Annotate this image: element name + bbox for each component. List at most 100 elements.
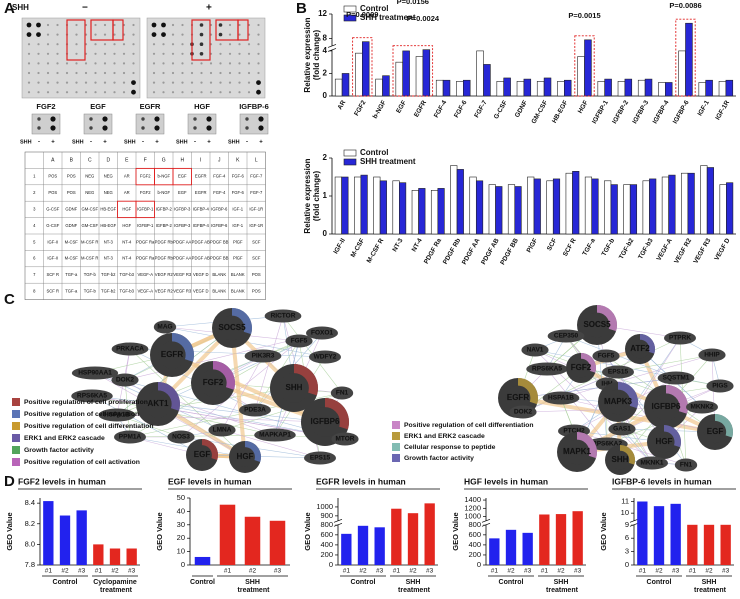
x-tick-label: PDGF AB bbox=[480, 237, 501, 266]
bar bbox=[495, 186, 503, 235]
x-tick-label: #1 bbox=[45, 568, 53, 575]
legend-label: SHH treatment bbox=[360, 13, 416, 22]
bar bbox=[565, 172, 573, 235]
array-spot bbox=[209, 62, 213, 65]
array-spot bbox=[171, 23, 175, 27]
array-spot bbox=[200, 62, 203, 65]
x-tick-label: IGF-1R bbox=[714, 99, 731, 121]
x-tick-label: PDGF AA bbox=[461, 237, 482, 266]
x-tick-label: #3 bbox=[274, 568, 282, 575]
array-spot bbox=[219, 91, 222, 94]
bar bbox=[59, 515, 71, 565]
blot-spot bbox=[50, 116, 56, 122]
blot-sign: - bbox=[142, 140, 144, 146]
bar bbox=[700, 165, 708, 235]
blot-sign: SHH bbox=[20, 139, 32, 145]
x-tick-label: FGF2 bbox=[353, 99, 368, 117]
x-tick-label: #1 bbox=[95, 568, 103, 575]
blot-spot bbox=[258, 116, 264, 122]
network-node bbox=[657, 371, 695, 385]
x-tick-label: TGF-b3 bbox=[637, 237, 655, 261]
y-tick-label: 0 bbox=[625, 560, 629, 569]
table-header: L bbox=[255, 158, 258, 164]
x-tick-label: #2 bbox=[111, 568, 119, 575]
y-axis-label: Relative expression bbox=[303, 158, 312, 233]
array-spot bbox=[122, 52, 126, 55]
group-label-line: treatment bbox=[692, 587, 727, 594]
table-cell: POS bbox=[67, 174, 76, 179]
y-tick-label: 0 bbox=[323, 91, 328, 100]
array-spot bbox=[113, 91, 116, 94]
node-label: IHH bbox=[601, 381, 613, 388]
network-edge bbox=[129, 436, 246, 458]
table-cell: POS bbox=[252, 272, 261, 277]
network-node bbox=[71, 389, 113, 403]
table-border bbox=[24, 151, 266, 300]
bar bbox=[422, 49, 431, 97]
array-spot bbox=[171, 91, 175, 94]
p-value: P=0.0015 bbox=[568, 11, 600, 20]
bar bbox=[109, 548, 121, 565]
node-label: FGF5 bbox=[598, 353, 615, 360]
x-tick-label: IGF-1 bbox=[697, 99, 712, 117]
array-spot bbox=[113, 23, 116, 27]
x-tick-label: IGF-II bbox=[332, 237, 346, 255]
node-label: EGFR bbox=[161, 350, 183, 359]
network-node bbox=[71, 366, 119, 380]
blot-spot bbox=[245, 126, 249, 130]
y-tick-label: 7.8 bbox=[25, 560, 35, 569]
x-tick-label: SCF R bbox=[562, 237, 578, 258]
array-spot bbox=[257, 23, 260, 27]
blot-image bbox=[239, 113, 269, 135]
axis-break bbox=[333, 518, 343, 523]
x-tick-label: PDGF BB bbox=[499, 237, 520, 266]
table-cell: G-CSF bbox=[46, 223, 59, 228]
bar bbox=[706, 167, 714, 235]
y-tick-label: 9 bbox=[625, 520, 629, 529]
table-header: H bbox=[180, 158, 184, 164]
network-node-core bbox=[653, 431, 675, 453]
group-label: Control bbox=[499, 579, 524, 586]
array-spot bbox=[238, 71, 241, 75]
y-tick-label: 2 bbox=[323, 69, 328, 78]
legend-label: Control bbox=[360, 148, 388, 157]
table-header: K bbox=[236, 158, 240, 164]
group-label-line: treatment bbox=[236, 587, 271, 594]
array-spot bbox=[238, 62, 241, 65]
highlight-box bbox=[352, 37, 373, 97]
x-tick-label: VEGF D bbox=[713, 237, 731, 262]
bar bbox=[577, 56, 585, 97]
blot-sign: + bbox=[51, 140, 55, 146]
array-spot bbox=[26, 22, 32, 28]
blot-sign: SHH bbox=[176, 139, 188, 145]
array-spot bbox=[103, 43, 107, 46]
bar bbox=[720, 524, 731, 565]
array-spot bbox=[46, 33, 50, 36]
array-spot bbox=[152, 52, 156, 55]
table-cell: SCF R bbox=[46, 289, 59, 294]
y-tick-label: 0 bbox=[181, 560, 185, 569]
table-cell: PDGF AA bbox=[173, 239, 191, 244]
network-node-core bbox=[564, 439, 590, 465]
node-label: AKT1 bbox=[148, 399, 169, 408]
x-tick-label: #2 bbox=[705, 568, 713, 575]
network-edge bbox=[129, 434, 276, 438]
y-tick-label: 30 bbox=[177, 520, 185, 529]
node-label: FN1 bbox=[336, 390, 349, 397]
array-spot bbox=[228, 23, 232, 27]
table-cell: PlGF bbox=[233, 239, 243, 244]
array-spot bbox=[161, 22, 166, 28]
table-header: J bbox=[218, 158, 221, 164]
bar bbox=[539, 514, 550, 565]
blot-sign: + bbox=[207, 140, 211, 146]
x-tick-label: G-CSF bbox=[493, 99, 509, 120]
x-tick-label: #3 bbox=[524, 568, 532, 575]
node-label: FN1 bbox=[680, 462, 693, 469]
x-tick-label: TGF-b bbox=[601, 237, 617, 257]
bar bbox=[653, 506, 665, 565]
bar bbox=[552, 178, 561, 235]
node-label: NOS3 bbox=[172, 434, 190, 441]
group-label-line: SHH bbox=[702, 579, 717, 586]
legend-label: Cellular response to peptide bbox=[404, 444, 496, 451]
p-value: P=0.0156 bbox=[397, 0, 429, 6]
